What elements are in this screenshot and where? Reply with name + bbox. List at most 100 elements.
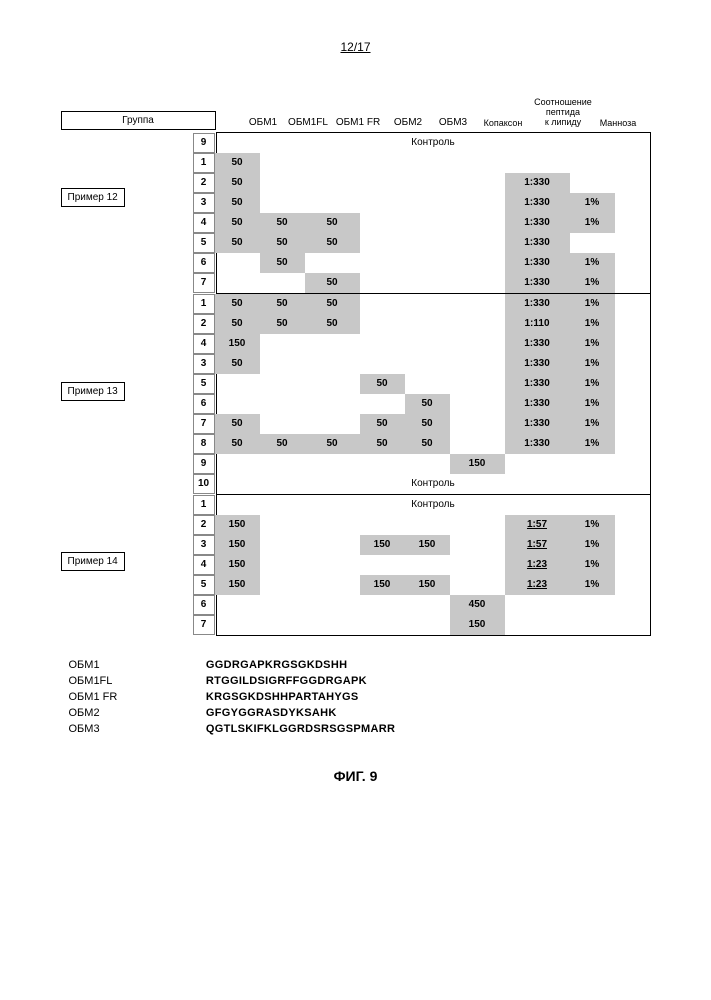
cell-obm1: [215, 454, 260, 474]
cell-obm1: 50: [215, 193, 260, 213]
cell-man: 1%: [570, 394, 615, 414]
cell-obm2: [360, 173, 405, 193]
cell-obm2: [360, 595, 405, 615]
cell-obm1: 50: [215, 213, 260, 233]
cell-obm1: 50: [215, 414, 260, 434]
table-row: 25050501:1101%: [217, 314, 650, 334]
cell-obm2: 50: [360, 414, 405, 434]
cell-obm1: [215, 595, 260, 615]
row-number: 4: [193, 555, 215, 575]
cell-man: 1%: [570, 334, 615, 354]
cell-obm2: [360, 615, 405, 635]
cell-obm3: [405, 334, 450, 354]
cell-obm3: [405, 595, 450, 615]
cell-ratio: [505, 454, 570, 474]
table-row: 6450: [217, 595, 650, 615]
cell-obm1fr: [305, 615, 360, 635]
cell-obm1fr: [305, 394, 360, 414]
cell-obm3: [405, 515, 450, 535]
example-14-label: Пример 14: [61, 552, 125, 571]
table-row: 51501501501:231%: [217, 575, 650, 595]
row-number: 7: [193, 414, 215, 434]
cell-obm1fr: 50: [305, 273, 360, 293]
cell-obm2: [360, 394, 405, 414]
table-row: 7501:3301%: [217, 273, 650, 294]
cell-obm1fl: [260, 173, 305, 193]
cell-obm1fl: [260, 334, 305, 354]
cell-man: 1%: [570, 273, 615, 293]
control-row-label: Контроль: [217, 133, 650, 153]
cell-ratio: 1:110: [505, 314, 570, 334]
cell-man: 1%: [570, 434, 615, 454]
cell-obm2: [360, 193, 405, 213]
cell-obm1: 150: [215, 555, 260, 575]
table-row: 55050501:330: [217, 233, 650, 253]
cell-obm1: 150: [215, 535, 260, 555]
cell-obm1fr: [305, 253, 360, 273]
cell-obm2: [360, 334, 405, 354]
control-row-label: Контроль: [217, 474, 650, 494]
cell-man: 1%: [570, 354, 615, 374]
table-row: 150: [217, 153, 650, 173]
cell-obm1fl: [260, 575, 305, 595]
cell-cop: [450, 233, 505, 253]
row-number: 6: [193, 253, 215, 273]
sequence-name: ОБМ3: [63, 722, 198, 736]
cell-man: [570, 153, 615, 173]
row-number: 2: [193, 314, 215, 334]
cell-obm1fl: [260, 273, 305, 293]
cell-ratio: 1:23: [505, 575, 570, 595]
cell-man: 1%: [570, 575, 615, 595]
cell-man: [570, 233, 615, 253]
cell-cop: [450, 575, 505, 595]
cell-obm3: 150: [405, 535, 450, 555]
cell-obm2: [360, 273, 405, 293]
cell-obm1: [215, 253, 260, 273]
col-ratio: Соотношение пептида к липиду: [531, 98, 596, 130]
cell-ratio: 1:330: [505, 434, 570, 454]
table-row: 41501:3301%: [217, 334, 650, 354]
cell-obm1fl: [260, 454, 305, 474]
sequence-value: QGTLSKIFKLGGRDSRSGSPMARR: [200, 722, 649, 736]
row-number: 1: [193, 153, 215, 173]
cell-obm1: [215, 615, 260, 635]
table-row: 41501:231%: [217, 555, 650, 575]
cell-obm1: 50: [215, 434, 260, 454]
cell-cop: [450, 153, 505, 173]
table-row: 3501:3301%: [217, 193, 650, 213]
cell-cop: [450, 314, 505, 334]
cell-cop: [450, 334, 505, 354]
cell-obm1fr: 50: [305, 294, 360, 314]
sequence-name: ОБМ2: [63, 706, 198, 720]
cell-cop: [450, 515, 505, 535]
row-number: 6: [193, 595, 215, 615]
cell-obm3: 50: [405, 434, 450, 454]
cell-obm3: [405, 354, 450, 374]
cell-ratio: [505, 615, 570, 635]
cell-obm3: 50: [405, 414, 450, 434]
table-row: 15050501:3301%: [217, 294, 650, 314]
cell-obm1fr: [305, 354, 360, 374]
sequence-value: RTGGILDSIGRFFGGDRGAPK: [200, 674, 649, 688]
cell-obm1fl: 50: [260, 233, 305, 253]
cell-obm2: 50: [360, 374, 405, 394]
cell-obm1fl: 50: [260, 294, 305, 314]
cell-obm2: [360, 253, 405, 273]
cell-cop: [450, 354, 505, 374]
row-number: 7: [193, 615, 215, 635]
cell-obm1: 50: [215, 153, 260, 173]
cell-man: 1%: [570, 535, 615, 555]
cell-man: 1%: [570, 374, 615, 394]
cell-obm1fl: [260, 153, 305, 173]
cell-man: 1%: [570, 213, 615, 233]
cell-cop: [450, 213, 505, 233]
cell-man: 1%: [570, 414, 615, 434]
cell-obm1fr: [305, 414, 360, 434]
row-number: 7: [193, 273, 215, 293]
table-row: 1Контроль: [217, 495, 650, 515]
row-number: 3: [193, 193, 215, 213]
cell-obm2: [360, 515, 405, 535]
cell-ratio: 1:330: [505, 354, 570, 374]
cell-ratio: 1:330: [505, 294, 570, 314]
sequence-row: ОБМ2GFGYGGRASDYKSAHK: [63, 706, 649, 720]
